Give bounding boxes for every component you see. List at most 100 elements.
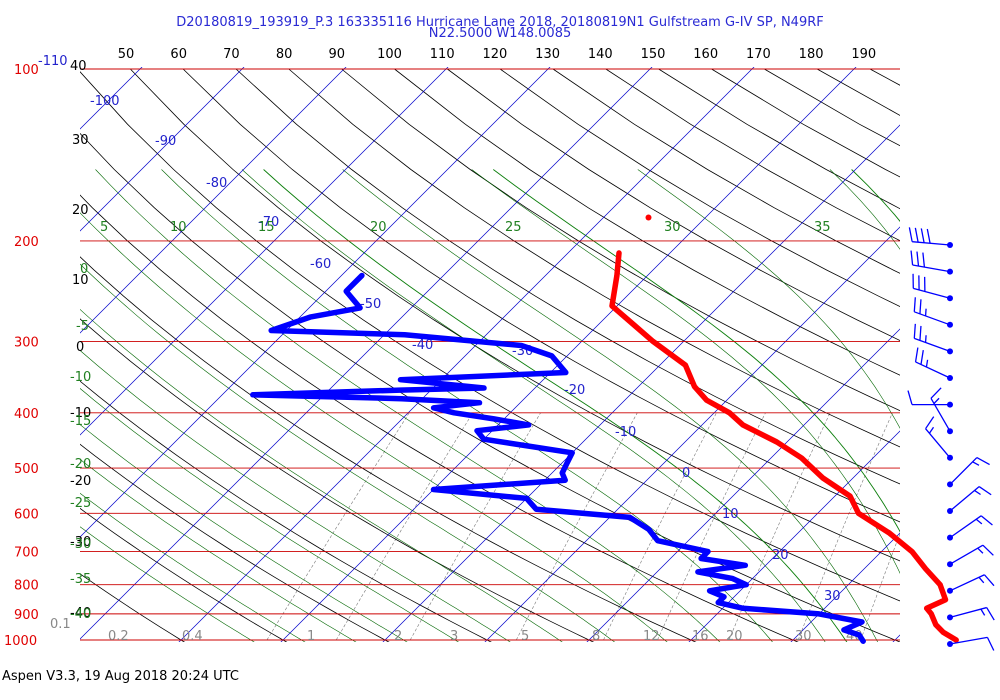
wind-barb-feather: [986, 607, 995, 621]
left-scale-label: 0: [76, 340, 84, 355]
isotherm-line: [892, 634, 900, 642]
wind-barb: [913, 323, 953, 355]
wind-barb-half-feather: [980, 608, 986, 616]
isotherm-label: -90: [155, 134, 176, 149]
wind-barb-feather: [920, 349, 924, 365]
wind-barb-staff: [949, 486, 980, 512]
isotherm-label: 10: [722, 507, 739, 522]
isotherm-line: [80, 67, 245, 232]
moist-adiabat-line: [995, 170, 1000, 653]
moist-adiabat-line: [471, 169, 900, 574]
moist-adiabat-label: 10: [170, 220, 187, 235]
wind-barb-feather: [910, 250, 914, 266]
wind-barb-staff: [949, 515, 982, 539]
mixing-ratio-label: 2: [394, 629, 402, 644]
wind-barb: [925, 416, 953, 461]
top-axis-label: 90: [329, 47, 346, 62]
moist-adiabat-label: 0: [80, 262, 88, 277]
isotherm-line: [280, 67, 857, 642]
pressure-tick-label: 800: [14, 579, 39, 594]
wind-barb-staff: [949, 574, 985, 592]
moist-adiabat-label: -15: [70, 414, 91, 429]
pressure-tick-label: 400: [14, 407, 39, 422]
dry-adiabat-line: [447, 68, 900, 341]
mixing-ratio-label: 8: [592, 629, 600, 644]
moist-adiabat-line: [95, 169, 721, 642]
left-scale-label: 10: [72, 273, 89, 288]
wind-barb-feather: [930, 387, 942, 399]
top-isotherm-label: -110: [38, 54, 68, 69]
isotherm-line: [178, 67, 755, 642]
isotherm-label: -20: [564, 383, 585, 398]
pressure-tick-label: 500: [14, 462, 39, 477]
top-axis-label: 110: [430, 47, 455, 62]
wind-barb-staff: [914, 337, 951, 353]
dewpoint-line: [250, 272, 866, 644]
wind-barb-feather: [980, 515, 993, 526]
mixing-ratio-label: 5: [521, 629, 529, 644]
dry-adiabat-line: [80, 380, 492, 642]
top-axis-label: 120: [482, 47, 507, 62]
top-axis-label: 50: [118, 47, 135, 62]
isotherm-label: -70: [258, 215, 279, 230]
mixing-ratio-line: [943, 413, 1000, 640]
moist-adiabat-label: -30: [70, 537, 91, 552]
wind-barb: [947, 606, 995, 621]
moist-adiabat-line: [161, 169, 773, 642]
top-axis-label: 130: [535, 47, 560, 62]
moist-adiabat-label: 15: [258, 220, 275, 235]
isotherm-label: -50: [360, 297, 381, 312]
isotherm-label: 20: [772, 548, 789, 563]
isotherm-line: [790, 532, 900, 642]
wind-barb-half-feather: [925, 359, 929, 368]
dry-adiabat-line: [182, 68, 900, 523]
dry-adiabat-line: [80, 573, 186, 642]
pressure-tick-label: 900: [14, 608, 39, 623]
top-axis-label: 100: [377, 47, 402, 62]
wind-barb: [947, 544, 994, 568]
wind-barb-feather: [986, 637, 995, 651]
top-axis-label: 180: [799, 47, 824, 62]
top-axis-label: 60: [170, 47, 187, 62]
moist-adiabat-line: [80, 458, 357, 642]
dry-adiabat-line: [130, 68, 900, 562]
mixing-ratio-label: 12: [643, 629, 660, 644]
theta-e-line: [851, 169, 900, 222]
mixing-ratio-label: 30: [795, 629, 812, 644]
left-scale-label: 20: [72, 203, 89, 218]
wind-barb: [947, 636, 995, 651]
dry-adiabat-line: [80, 71, 900, 602]
wind-barb-feather: [914, 347, 919, 363]
wind-barb-staff: [949, 636, 988, 645]
wind-barb-feather: [914, 227, 919, 243]
moist-adiabat-label: 5: [100, 220, 108, 235]
moist-adiabat-label: -10: [70, 370, 91, 385]
wind-barb: [914, 347, 953, 381]
mixing-ratio-label: 16: [692, 629, 709, 644]
wind-barb-staff: [913, 287, 951, 299]
isotherm-line: [0, 56, 51, 652]
mixing-ratio-label: 1: [307, 629, 315, 644]
moist-adiabat-label: 25: [505, 220, 522, 235]
moist-adiabat-line: [80, 263, 616, 642]
wind-barb: [947, 515, 993, 541]
dry-adiabat-line: [80, 256, 697, 642]
dry-adiabat-line: [764, 68, 900, 147]
wind-barb-feather: [922, 252, 926, 268]
mixing-ratio-label: 0.2: [108, 629, 129, 644]
dry-adiabat-line: [394, 68, 900, 376]
dry-adiabat-line: [288, 68, 900, 448]
wind-barb-feather: [919, 325, 922, 341]
mixing-ratio-label: 0.1: [50, 617, 71, 632]
chart-title: D20180819_193919_P.3 163335116 Hurricane…: [176, 15, 824, 30]
isotherm-line: [688, 430, 900, 642]
isotherm-label: 30: [824, 589, 841, 604]
wind-barb: [910, 250, 953, 275]
pressure-tick-label: 200: [14, 235, 39, 250]
wind-barb-feather: [983, 574, 995, 587]
pressure-tick-label: 100: [14, 63, 39, 78]
pressure-tick-label: 300: [14, 335, 39, 350]
wind-barb-feather: [926, 228, 931, 244]
wind-barb-feather: [907, 390, 913, 405]
